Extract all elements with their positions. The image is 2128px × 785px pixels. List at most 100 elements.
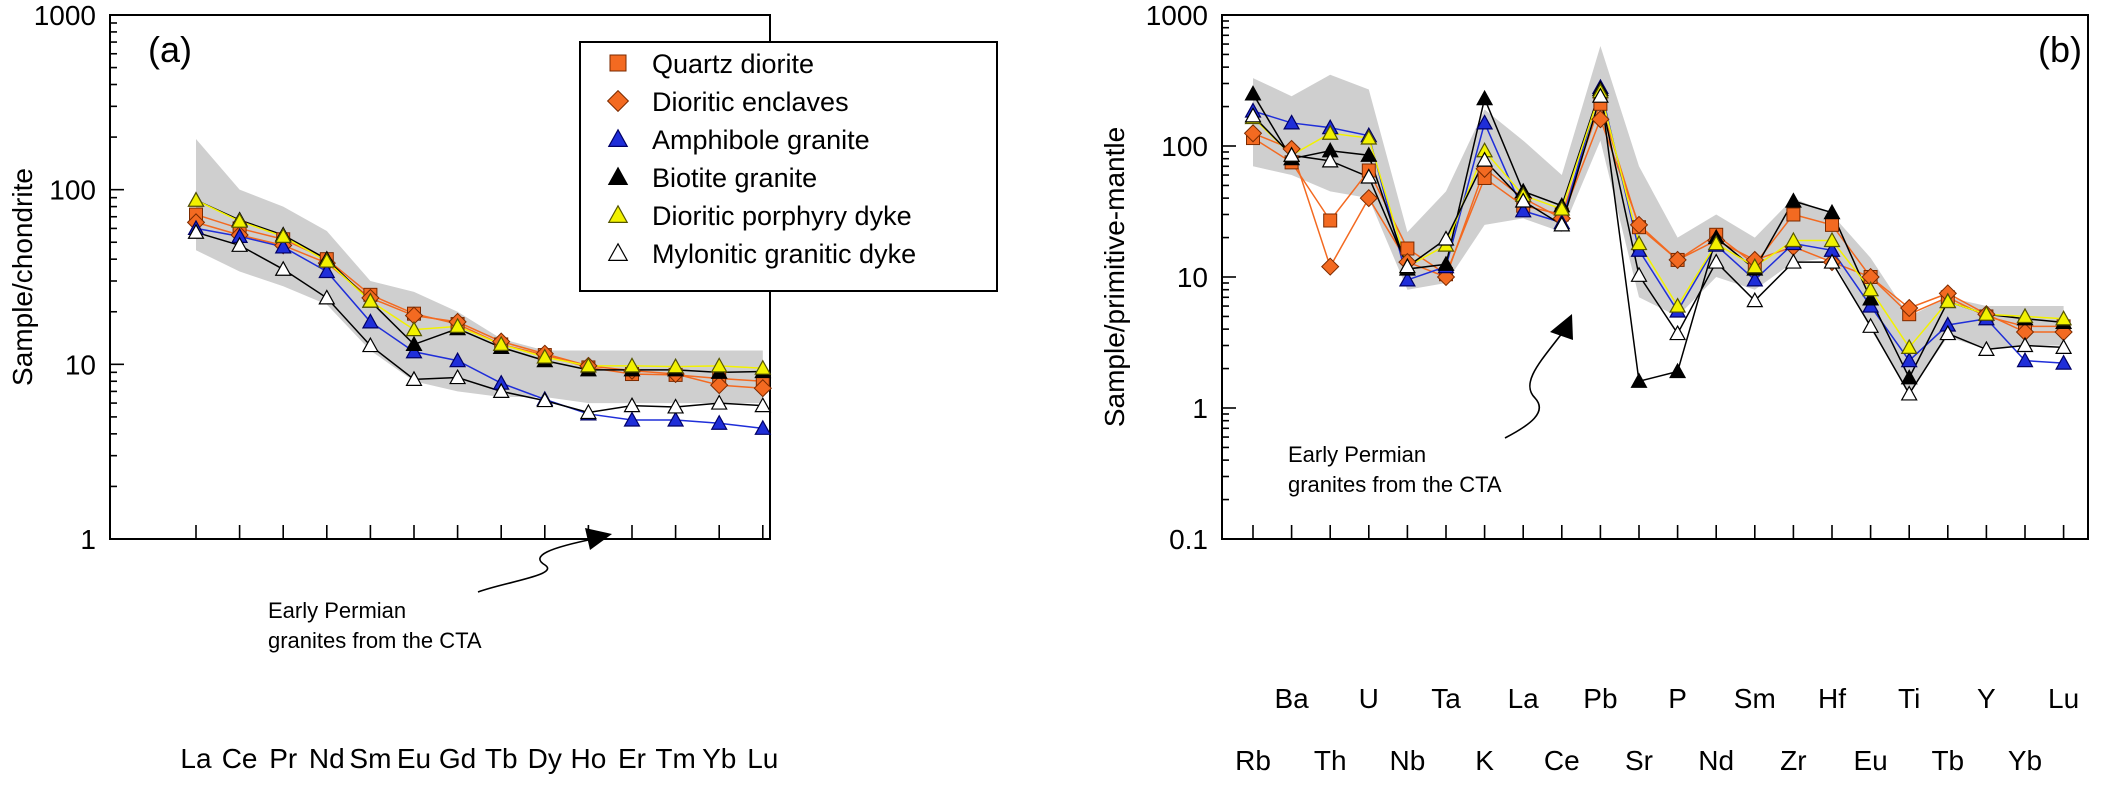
data-point: [1669, 324, 1687, 341]
data-point: [405, 343, 423, 359]
legend-entry-mylonitic-granitic-dyke: Mylonitic granitic dyke: [652, 239, 916, 269]
data-point: [667, 398, 685, 414]
data-point: [449, 368, 467, 385]
legend-marker: [607, 242, 629, 261]
data-point: [231, 212, 249, 228]
data-point: [754, 359, 772, 375]
y-tick-label: 1000: [1146, 0, 1208, 31]
data-point: [1823, 203, 1841, 220]
legend-marker: [606, 89, 630, 113]
y-axis-label: Sample/primitive-mantle: [1099, 127, 1130, 427]
annotation: Early Permian granites from the CTA: [1288, 314, 1573, 497]
annotation-text: granites from the CTA: [1288, 472, 1502, 497]
legend-entry-dioritic-porphyry-dyke: Dioritic porphyry dyke: [652, 201, 912, 231]
y-tick-label: 1: [80, 524, 96, 555]
annotation-text: Early Permian: [268, 598, 406, 623]
data-point: [1707, 234, 1725, 251]
annotation-text: granites from the CTA: [268, 628, 482, 653]
y-tick-label: 10: [1177, 262, 1208, 293]
y-tick-label: 1000: [34, 0, 96, 31]
series-dioritic-enclaves: [1252, 117, 2064, 333]
x-tick-label-nd: Nd: [1698, 745, 1734, 776]
panel-label: (a): [148, 29, 192, 70]
series-line: [1252, 84, 2064, 364]
series-biotite-granite: [1252, 89, 2064, 383]
data-point: [1823, 253, 1841, 269]
data-point: [1862, 280, 1880, 297]
data-point: [667, 411, 685, 427]
data-point: [1784, 253, 1802, 269]
data-point: [449, 317, 467, 333]
x-tick-label-ta: Ta: [1431, 683, 1461, 714]
x-tick-label-ce: Ce: [1544, 745, 1580, 776]
data-point: [1359, 188, 1378, 208]
data-point: [1398, 271, 1416, 287]
data-point: [1862, 317, 1880, 333]
x-tick-label-lu: Lu: [2048, 683, 2079, 714]
data-point: [753, 379, 772, 398]
data-point: [1243, 124, 1263, 143]
data-point: [710, 394, 728, 410]
series-markers-mylonitic-granitic-dyke: [187, 223, 772, 420]
data-point: [1476, 114, 1494, 130]
data-point: [492, 335, 510, 352]
annotation-arrow: [477, 537, 599, 593]
y-tick-label: 1: [1192, 393, 1208, 424]
x-tick-label-pb: Pb: [1583, 683, 1617, 714]
data-point: [1784, 231, 1802, 248]
x-tick-label-la: La: [1508, 683, 1540, 714]
legend: Quartz diorite Dioritic enclaves Amphibole…: [579, 41, 998, 292]
data-point: [1825, 217, 1839, 232]
annotation: Early Permian granites from the CTA: [268, 528, 612, 653]
data-point: [710, 414, 728, 430]
data-point: [1977, 305, 1995, 321]
data-point: [579, 357, 597, 373]
series-biotite-granite: [195, 199, 763, 374]
data-point: [536, 348, 554, 364]
data-point: [187, 191, 205, 207]
data-point: [1591, 87, 1609, 103]
data-point: [274, 238, 292, 254]
data-point: [1437, 255, 1455, 271]
field-early-permian-granites: [1253, 45, 2064, 394]
data-point: [2055, 310, 2073, 326]
x-tick-label-sm: Sm: [1734, 683, 1776, 714]
x-tick-label-nd: Nd: [309, 743, 345, 774]
data-point: [623, 411, 641, 427]
x-tick-label-pr: Pr: [269, 743, 297, 774]
series-line: [1252, 95, 2064, 396]
data-point: [623, 357, 641, 373]
data-point: [318, 289, 336, 305]
x-tick-label-ce: Ce: [222, 743, 258, 774]
data-point: [1823, 231, 1841, 248]
arrow-head: [585, 528, 612, 550]
x-tick-label-th: Th: [1314, 745, 1347, 776]
x-tick-label-rb: Rb: [1235, 745, 1271, 776]
data-point: [1244, 85, 1262, 101]
data-point: [1939, 324, 1957, 341]
data-point: [1360, 168, 1378, 184]
data-point: [710, 357, 728, 373]
data-point: [1360, 129, 1378, 145]
legend-marker: [607, 166, 629, 185]
data-point: [1900, 298, 1919, 318]
data-point: [1629, 215, 1649, 235]
series-markers-mylonitic-granitic-dyke: [1244, 87, 2073, 401]
data-point: [1707, 253, 1725, 269]
y-tick-label: 10: [65, 349, 96, 380]
data-point: [2055, 338, 2073, 355]
data-point: [1398, 257, 1416, 274]
data-point: [1553, 216, 1571, 232]
y-tick-label: 100: [1161, 131, 1208, 162]
data-point: [274, 260, 292, 276]
data-point: [1360, 146, 1378, 162]
data-point: [623, 396, 641, 413]
data-point: [1283, 114, 1301, 130]
data-point: [1900, 338, 1918, 355]
data-point: [1669, 362, 1687, 379]
series-line: [195, 227, 763, 430]
x-tick-label-zr: Zr: [1780, 745, 1806, 776]
y-axis-label: Sample/chondrite: [7, 168, 38, 386]
y-tick-label: 100: [49, 175, 96, 206]
